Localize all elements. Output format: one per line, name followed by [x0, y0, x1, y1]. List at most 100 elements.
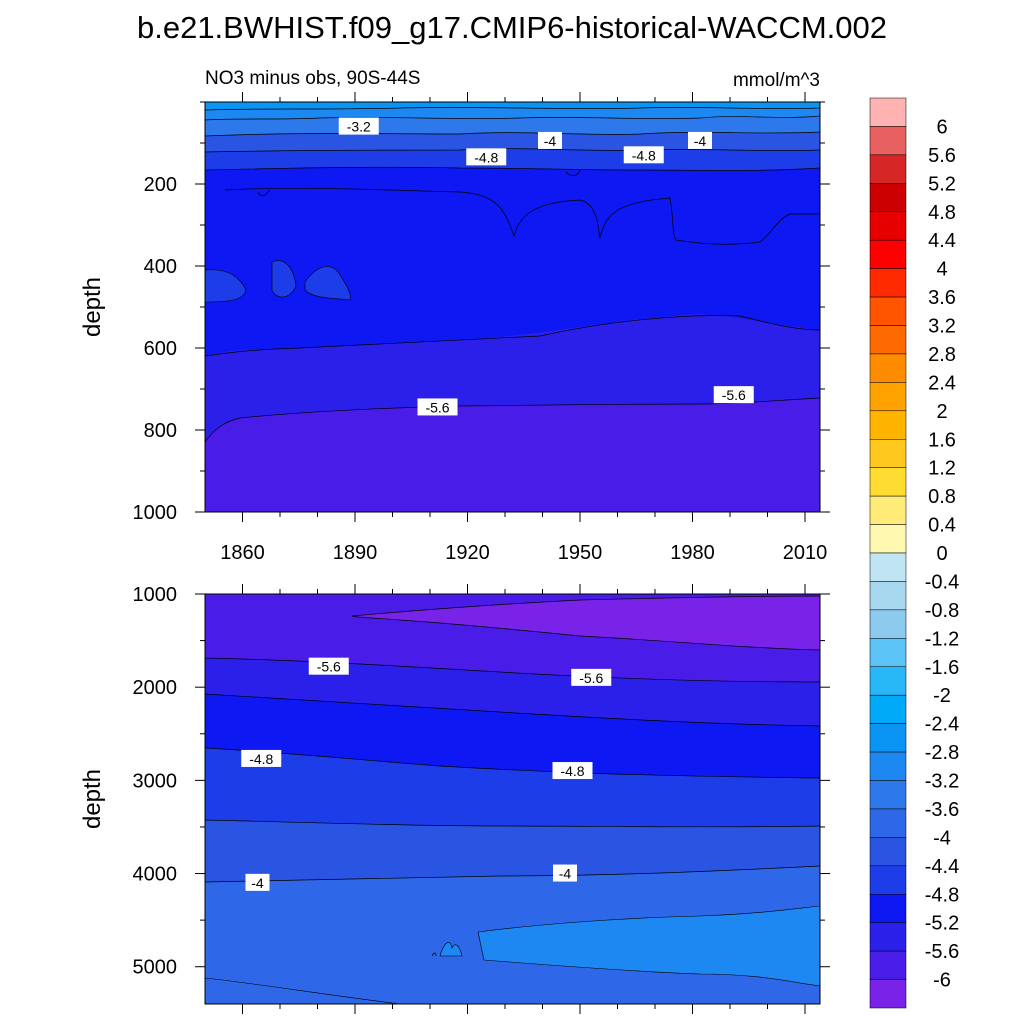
upper-ytick-label: 800 — [144, 420, 177, 442]
upper-ytick-label: 600 — [144, 338, 177, 360]
lower-contour-lines — [204, 595, 821, 957]
colorbar-box — [869, 296, 907, 326]
colorbar-box — [869, 922, 907, 952]
upper-xtick-label: 1860 — [220, 542, 265, 564]
contour-label: -3.2 — [347, 119, 371, 135]
colorbar-box — [869, 495, 907, 525]
upper-panel: NO3 minus obs, 90S-44S mmol/m^3 depth 20… — [79, 68, 830, 564]
colorbar-label: -3.2 — [925, 771, 959, 793]
colorbar-label: 6 — [936, 116, 947, 138]
colorbar-box — [869, 694, 907, 724]
contour-label-box — [338, 117, 379, 135]
colorbar-label: 0 — [936, 543, 947, 565]
figure-title: b.e21.BWHIST.f09_g17.CMIP6-historical-WA… — [137, 10, 887, 45]
upper-patch-2 — [204, 269, 247, 303]
upper-ytick-label: 400 — [144, 256, 177, 278]
contour-label-box — [713, 386, 754, 404]
contour-label: -4 — [544, 133, 557, 149]
lower-band-purple — [352, 596, 820, 650]
colorbar-box — [869, 524, 907, 554]
lower-frame — [204, 593, 821, 1005]
contour-label-box — [417, 398, 458, 416]
lower-ytick-label: 4000 — [133, 864, 178, 886]
contour-label: -4.8 — [249, 751, 273, 767]
lower-panel: depth 1000 2000 3000 4000 5000 -5.6 -5.6 -4.8 -… — [79, 584, 830, 1014]
colorbar-label: -2.4 — [925, 714, 959, 736]
colorbar-box — [869, 666, 907, 696]
colorbar-box — [869, 808, 907, 838]
colorbar-label: -2.8 — [925, 742, 959, 764]
colorbar-box — [869, 552, 907, 582]
contour-label: -5.6 — [722, 387, 746, 403]
contour-label-box — [552, 762, 593, 780]
colorbar-box — [869, 211, 907, 241]
contour-label-box — [571, 668, 612, 686]
upper-patch-4 — [304, 266, 351, 301]
contour-label: -5.6 — [579, 670, 603, 686]
colorbar-label: 5.6 — [928, 145, 956, 167]
colorbar-label: -4 — [933, 827, 951, 849]
colorbar-box — [869, 126, 907, 156]
colorbar-label: -3.6 — [925, 799, 959, 821]
lower-ytick-label: 3000 — [133, 770, 178, 792]
colorbar-box — [869, 950, 907, 980]
contour-label: -4.8 — [632, 147, 656, 163]
colorbar-label: -6 — [933, 970, 951, 992]
colorbar-label: -1.6 — [925, 657, 959, 679]
colorbar-label: 4.8 — [928, 202, 956, 224]
upper-xtick-label: 1980 — [670, 542, 715, 564]
colorbar-box — [869, 325, 907, 355]
colorbar-box — [869, 410, 907, 440]
upper-xtick-label: 2010 — [783, 542, 828, 564]
colorbar-box — [869, 439, 907, 468]
colorbar-box — [869, 609, 907, 639]
colorbar-label: 3.2 — [928, 316, 956, 338]
colorbar-box — [869, 979, 907, 1009]
upper-ylabel: depth — [79, 277, 106, 337]
lower-ylabel: depth — [79, 769, 106, 829]
colorbar-box — [869, 723, 907, 753]
upper-ytick-label: 1000 — [133, 502, 178, 524]
colorbar-label: 2.4 — [928, 372, 956, 394]
colorbar-box — [869, 183, 907, 212]
contour-label-box — [538, 131, 562, 149]
colorbar-box — [869, 837, 907, 867]
colorbar-label: 5.2 — [928, 173, 956, 195]
colorbar-label: -1.2 — [925, 628, 959, 650]
colorbar-box — [869, 780, 907, 810]
colorbar-box — [869, 268, 907, 298]
colorbar-label: -0.8 — [925, 600, 959, 622]
upper-ytick-label: 200 — [144, 174, 177, 196]
colorbar-box — [869, 581, 907, 611]
colorbar-box — [869, 97, 907, 127]
colorbar-label: 1.6 — [928, 429, 956, 451]
colorbar-label: 4 — [936, 259, 947, 281]
colorbar-label: 0.4 — [928, 515, 956, 537]
colorbar-label: 0.8 — [928, 486, 956, 508]
colorbar-label: 3.6 — [928, 287, 956, 309]
colorbar-label: -5.6 — [925, 941, 959, 963]
colorbar-label: 1.2 — [928, 458, 956, 480]
lower-patch-small — [439, 942, 463, 957]
colorbar-box — [869, 467, 907, 497]
colorbar-box — [869, 638, 907, 667]
colorbar-box — [869, 382, 907, 412]
colorbar-label: -2 — [933, 685, 951, 707]
colorbar-label: -5.2 — [925, 913, 959, 935]
contour-label-box — [688, 131, 712, 149]
colorbar-box — [869, 894, 907, 923]
colorbar-box — [869, 239, 907, 269]
colorbar-label: -0.4 — [925, 571, 959, 593]
upper-left-label: NO3 minus obs, 90S-44S — [205, 68, 420, 89]
lower-ytick-label: 1000 — [133, 584, 178, 606]
contour-label: -4 — [559, 866, 572, 882]
contour-label: -5.6 — [425, 399, 449, 415]
colorbar-label: -4.4 — [925, 856, 959, 878]
upper-xtick-label: 1920 — [445, 542, 490, 564]
lower-ytick-label: 2000 — [133, 677, 178, 699]
colorbar-box — [869, 154, 907, 184]
contour-label-box — [245, 873, 270, 891]
contour-label-box — [308, 657, 349, 675]
upper-patch-3 — [271, 260, 297, 298]
